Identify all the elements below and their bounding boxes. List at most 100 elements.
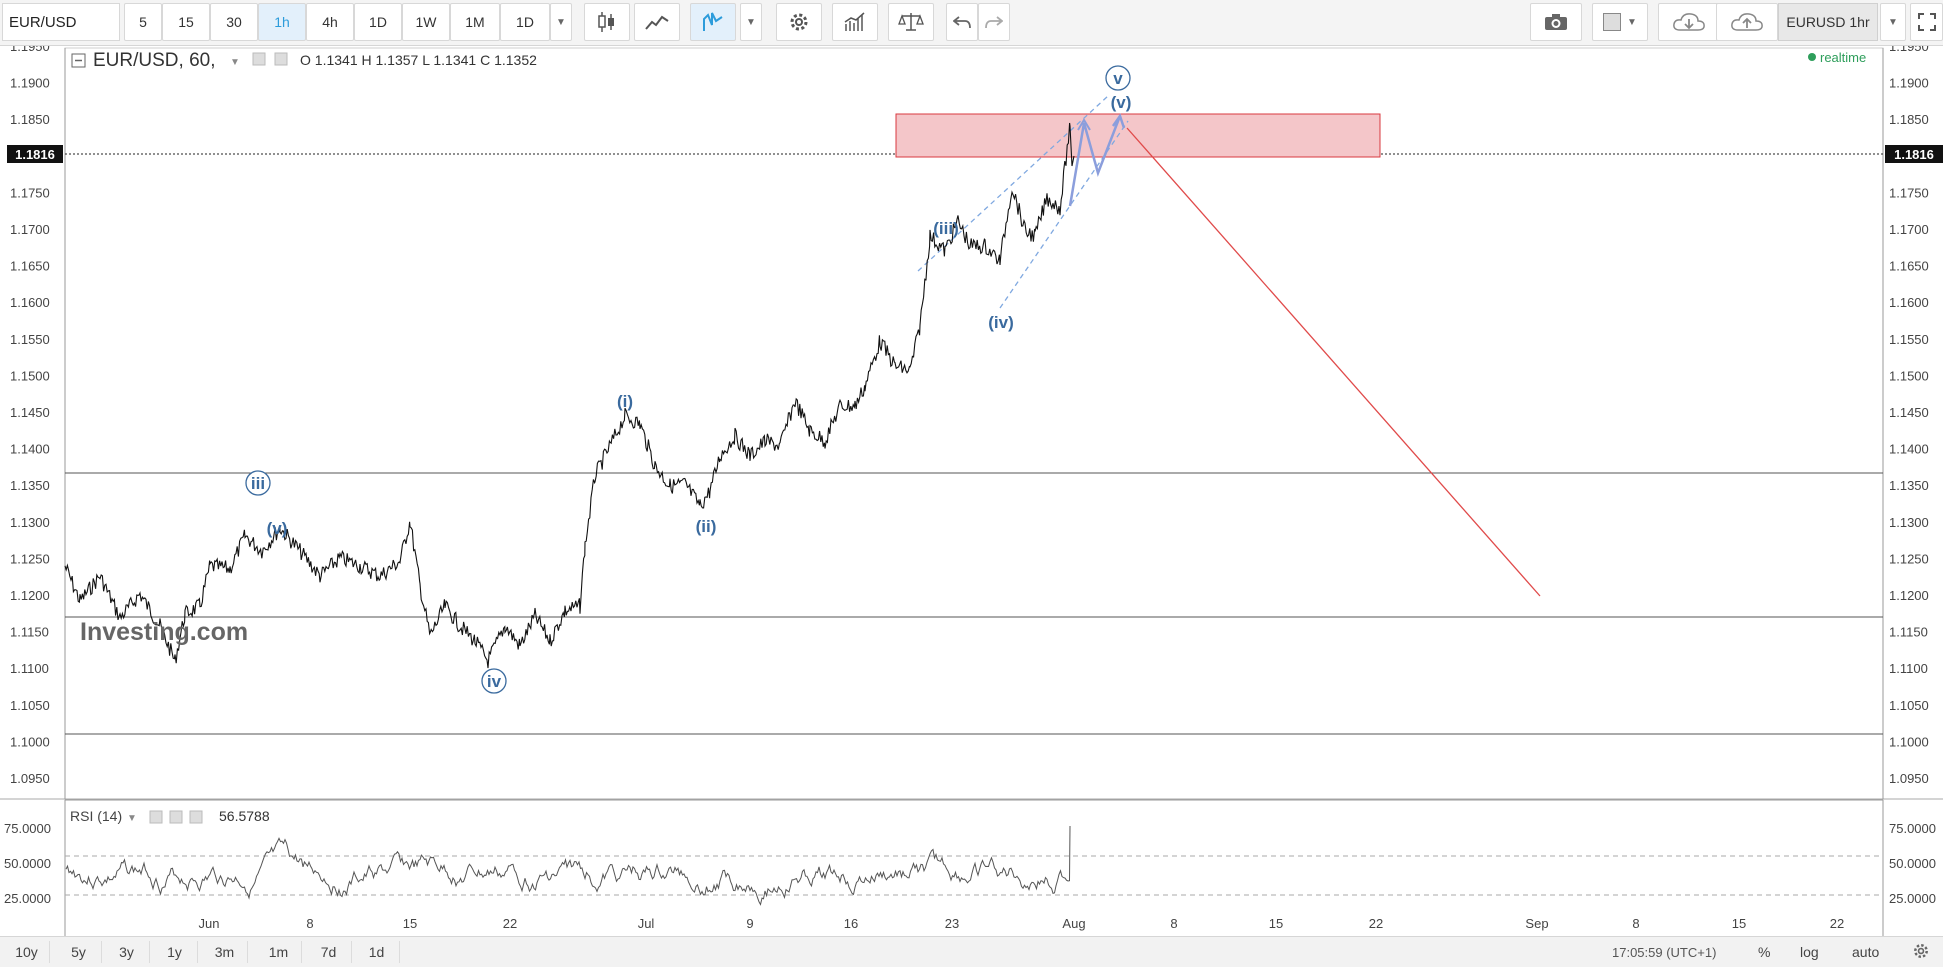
gear-icon[interactable] — [1912, 942, 1930, 963]
cloud-upload-icon[interactable] — [1716, 3, 1778, 41]
rsi-chevron-down-icon[interactable]: ▼ — [127, 813, 137, 824]
channel-upper-line[interactable] — [917, 95, 1109, 272]
price-tick-label: 1.1200 — [10, 588, 50, 603]
interval-4h-button[interactable]: 4h — [306, 3, 354, 41]
legend-settings-icon[interactable] — [274, 52, 288, 66]
chart-area[interactable]: 1.19501.19001.18501.18001.17501.17001.16… — [0, 46, 1943, 936]
price-tick-label: 1.1050 — [1889, 698, 1929, 713]
range-7d-button[interactable]: 7d — [306, 941, 352, 963]
gear-icon[interactable] — [776, 3, 822, 41]
redo-icon[interactable] — [978, 3, 1010, 41]
price-tick-label: 1.1550 — [10, 332, 50, 347]
price-tick-label: 1.1750 — [10, 185, 50, 200]
projected-path-arrowhead-icon — [1077, 118, 1091, 131]
percent-toggle[interactable]: % — [1758, 944, 1771, 960]
bars-icon[interactable] — [832, 3, 878, 41]
interval-dropdown-button[interactable]: 1D — [500, 3, 550, 41]
scale-icon[interactable] — [888, 3, 934, 41]
symbol-interval-badge[interactable]: EURUSD 1hr — [1778, 3, 1878, 41]
price-tick-label: 1.1550 — [1889, 332, 1929, 347]
undo-icon[interactable] — [946, 3, 978, 41]
range-3y-button[interactable]: 3y — [104, 941, 150, 963]
wave-label-circle-iii[interactable]: iii — [251, 474, 265, 493]
wave-label-iv[interactable]: (iv) — [988, 313, 1014, 332]
price-tick-label: 1.1200 — [1889, 588, 1929, 603]
channel-lower-line[interactable] — [999, 120, 1129, 309]
price-series-line — [64, 122, 1075, 669]
legend-ohlc: O 1.1341 H 1.1357 L 1.1341 C 1.1352 — [300, 52, 537, 68]
price-tick-label: 1.1250 — [1889, 551, 1929, 566]
target-zone-rectangle[interactable] — [895, 113, 1381, 158]
fullscreen-icon[interactable] — [1910, 3, 1943, 41]
price-tick-label: 1.1300 — [1889, 515, 1929, 530]
interval-5-button[interactable]: 5 — [124, 3, 162, 41]
range-10y-button[interactable]: 10y — [4, 941, 50, 963]
interval-chevron-down-icon[interactable]: ▼ — [550, 3, 572, 41]
wave-label-ii[interactable]: (ii) — [696, 517, 717, 536]
color-picker-button[interactable]: ▼ — [1592, 3, 1648, 41]
rsi-label[interactable]: RSI (14) — [70, 808, 122, 824]
realtime-label: realtime — [1820, 50, 1866, 65]
projected-path-arrow[interactable] — [1068, 115, 1122, 207]
time-tick-label: Aug — [1062, 916, 1085, 931]
symbol-search-input[interactable]: EUR/USD — [2, 3, 120, 41]
range-1y-button[interactable]: 1y — [152, 941, 198, 963]
auto-toggle[interactable]: auto — [1852, 944, 1880, 960]
price-tick-label: 1.1250 — [10, 551, 50, 566]
wave-label-v-top[interactable]: (v) — [1111, 93, 1132, 112]
range-5y-button[interactable]: 5y — [56, 941, 102, 963]
legend-chevron-down-icon[interactable]: ▼ — [230, 57, 240, 68]
legend-title[interactable]: EUR/USD, 60, — [93, 50, 215, 71]
rsi-settings-icon[interactable] — [169, 810, 183, 824]
rsi-close-icon[interactable] — [189, 810, 203, 824]
wave-label-iii[interactable]: (iii) — [933, 219, 959, 238]
indicator-chevron-down-icon[interactable]: ▼ — [740, 3, 762, 41]
wave-label-circle-iv[interactable]: iv — [487, 672, 502, 691]
symbol-chevron-down-icon[interactable]: ▼ — [1880, 3, 1906, 41]
wave-label-i[interactable]: (i) — [617, 392, 633, 411]
interval-1m-button[interactable]: 1M — [450, 3, 500, 41]
legend-eye-icon[interactable] — [252, 52, 266, 66]
rsi-eye-icon[interactable] — [149, 810, 163, 824]
price-tick-label: 1.1650 — [1889, 259, 1929, 274]
interval-30-button[interactable]: 30 — [210, 3, 258, 41]
range-3m-button[interactable]: 3m — [202, 941, 248, 963]
current-price-badge-right — [1885, 145, 1943, 163]
time-tick-label: Jun — [199, 916, 220, 931]
time-tick-label: 9 — [746, 916, 753, 931]
price-tick-label: 1.1600 — [1889, 295, 1929, 310]
price-tick-label: 1.1150 — [1889, 625, 1928, 640]
price-tick-label: 1.1700 — [1889, 222, 1929, 237]
price-tick-label: 1.1100 — [1889, 661, 1928, 676]
interval-1w-button[interactable]: 1W — [402, 3, 450, 41]
price-tick-label: 1.1950 — [1889, 46, 1929, 54]
projection-line[interactable] — [1126, 127, 1541, 597]
current-price-left-text: 1.1816 — [15, 147, 55, 162]
interval-1d-button[interactable]: 1D — [354, 3, 402, 41]
range-1d-button[interactable]: 1d — [354, 941, 400, 963]
realtime-dot-icon — [1808, 53, 1816, 61]
line-chart-icon[interactable] — [634, 3, 680, 41]
price-chart-svg[interactable]: 1.19501.19001.18501.18001.17501.17001.16… — [0, 46, 1943, 936]
indicator-icon[interactable] — [690, 3, 736, 41]
cloud-download-icon[interactable] — [1658, 3, 1720, 41]
price-tick-label: 1.1300 — [10, 515, 50, 530]
price-tick-label: 1.1750 — [1889, 185, 1929, 200]
time-tick-label: 15 — [403, 916, 417, 931]
wave-label-v-small[interactable]: (v) — [267, 519, 288, 538]
rsi-right-axis: 75.0000 50.0000 25.0000 — [1889, 821, 1936, 906]
time-tick-label: 22 — [503, 916, 517, 931]
camera-icon[interactable] — [1530, 3, 1582, 41]
interval-15-button[interactable]: 15 — [162, 3, 210, 41]
price-tick-label: 1.1050 — [10, 698, 50, 713]
candles-icon[interactable] — [584, 3, 630, 41]
projected-path-arrowhead-icon — [1111, 113, 1126, 129]
log-toggle[interactable]: log — [1800, 944, 1819, 960]
wave-label-circle-v[interactable]: v — [1113, 69, 1123, 88]
wave-iii-circle-icon — [245, 470, 271, 496]
interval-1h-button[interactable]: 1h — [258, 3, 306, 41]
range-1m-button[interactable]: 1m — [256, 941, 302, 963]
price-tick-label: 1.1000 — [1889, 734, 1929, 749]
price-tick-label: 1.1400 — [10, 442, 50, 457]
